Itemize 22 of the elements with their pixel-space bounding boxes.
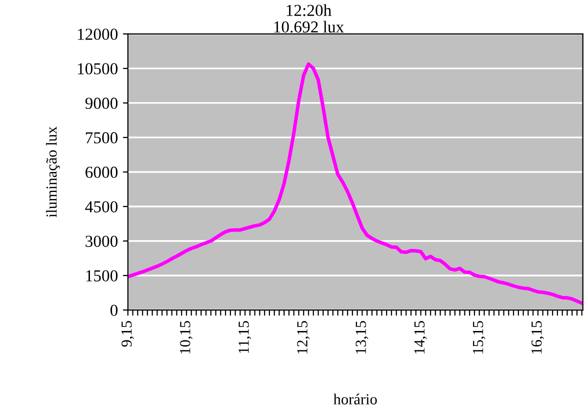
y-tick-label: 4500: [85, 201, 118, 212]
x-tick-label: 16,15: [531, 321, 544, 354]
text: 10.692 lux: [274, 20, 344, 33]
line-series: [128, 62, 583, 305]
y-tick-label: 6000: [86, 166, 118, 178]
x-tick-label: 12,15: [297, 321, 310, 354]
y-tick-label: 7500: [86, 132, 118, 144]
y-tick-label: 10500: [78, 63, 118, 74]
text: 12:20h: [286, 4, 332, 16]
x-tick-label: 13,15: [356, 321, 368, 354]
y-tick-label: 1500: [86, 270, 118, 282]
y-tick-label: 9000: [85, 98, 118, 109]
x-axis-title: horário: [333, 394, 377, 404]
y-tick-label: 3000: [86, 236, 118, 247]
y-tick-label: 0: [110, 304, 118, 316]
y-tick-label: 12000: [78, 28, 118, 40]
y-axis-title: iluminação lux: [46, 126, 60, 218]
x-tick-label: 11,15: [238, 321, 252, 353]
x-tick-label: 9,15: [121, 321, 134, 347]
x-tick-label: 14,15: [414, 321, 427, 354]
x-tick-label: 15,15: [472, 321, 486, 354]
x-tick-label: 10,15: [180, 321, 192, 354]
